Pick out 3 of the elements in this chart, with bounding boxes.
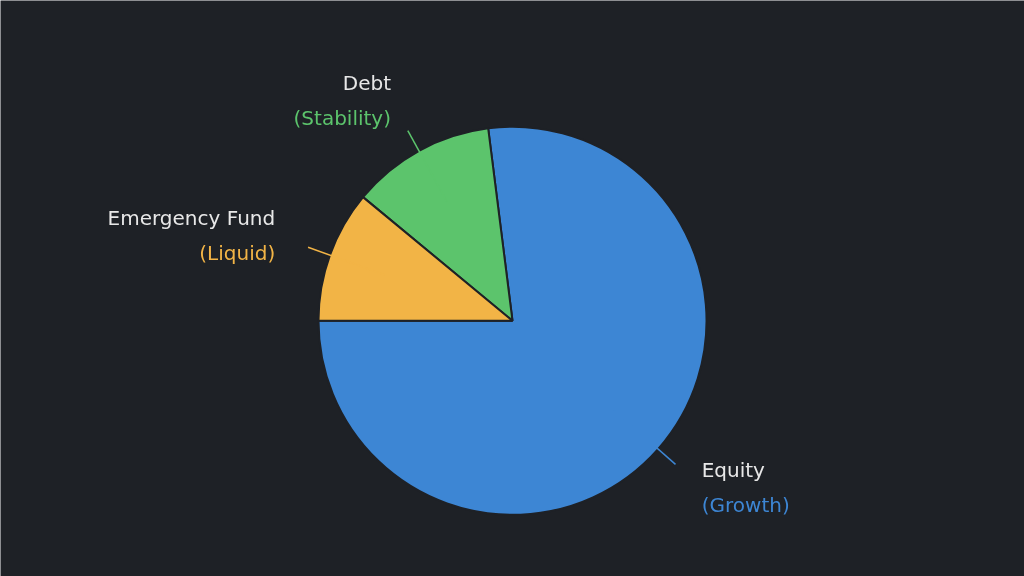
slice-label: Debt (Stability) — [293, 70, 392, 130]
slice-label: Emergency Fund (Liquid) — [107, 205, 276, 265]
slice-label: Equity (Growth) — [701, 457, 790, 517]
